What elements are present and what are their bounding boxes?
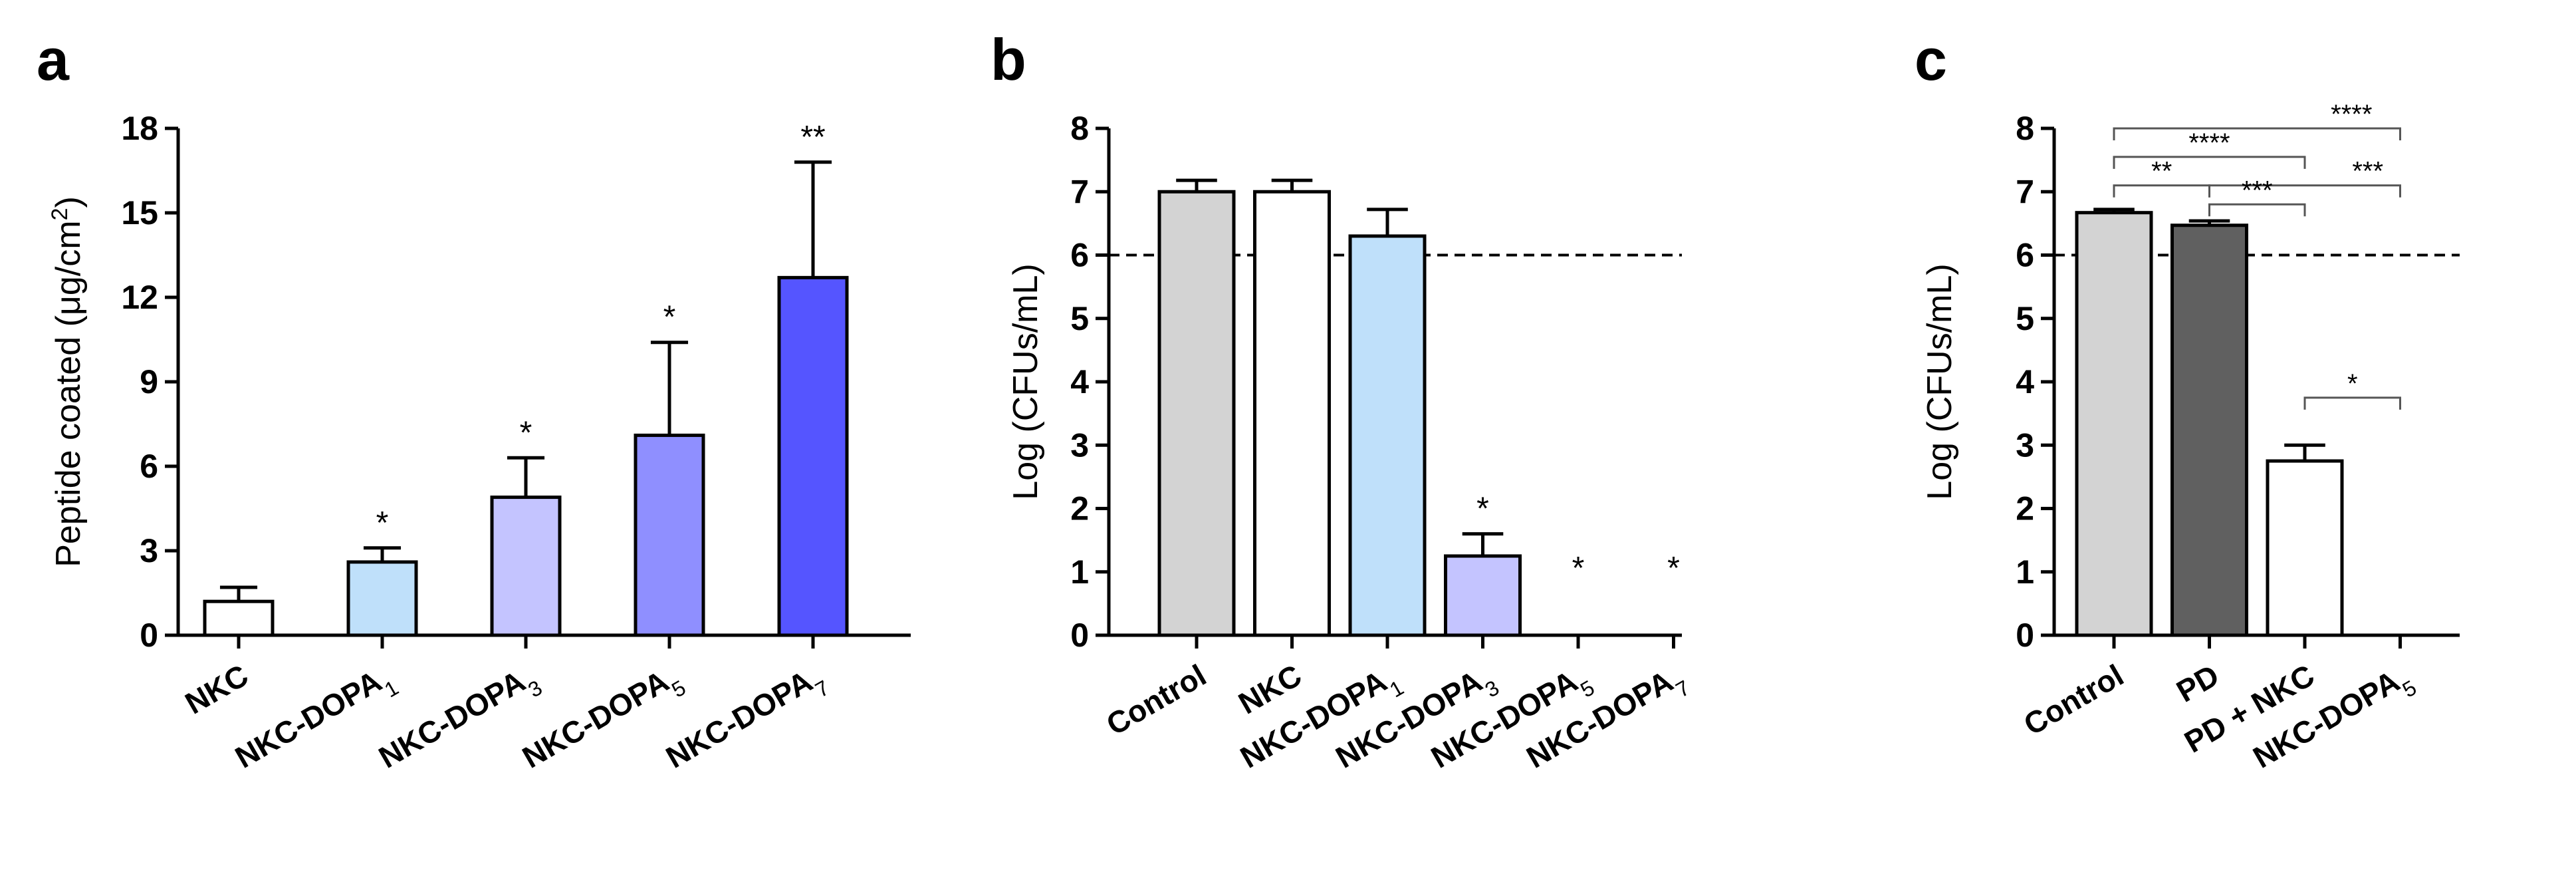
x-tick-label: NKC-DOPA5 bbox=[517, 658, 690, 784]
y-tick-label: 5 bbox=[2016, 300, 2034, 337]
x-tick-label-base: NKC-DOPA bbox=[373, 664, 531, 775]
bar bbox=[2170, 223, 2248, 637]
y-tick-label: 2 bbox=[1070, 490, 1089, 527]
bar bbox=[203, 599, 275, 637]
bracket-label: *** bbox=[2242, 176, 2273, 205]
y-tick-label: 1 bbox=[2016, 553, 2034, 591]
significance-bracket bbox=[2113, 184, 2210, 198]
x-tick-label-base: NKC-DOPA bbox=[517, 664, 675, 775]
y-tick-label: 3 bbox=[140, 532, 158, 569]
significance-bracket bbox=[2113, 127, 2401, 140]
significance-bracket bbox=[2113, 156, 2306, 169]
x-tick-label: Control bbox=[2018, 658, 2129, 742]
y-tick-label: 6 bbox=[1070, 237, 1089, 274]
x-tick-label: NKC-DOPA7 bbox=[660, 658, 834, 784]
bar bbox=[2266, 459, 2344, 637]
y-tick-label: 0 bbox=[1070, 617, 1089, 654]
y-tick-label: 9 bbox=[140, 363, 158, 400]
bar bbox=[1157, 190, 1236, 637]
y-axis-title-close: ) bbox=[49, 196, 88, 208]
bar bbox=[634, 433, 705, 637]
x-tick-label: NKC-DOPA3 bbox=[373, 658, 546, 784]
y-tick-label: 3 bbox=[1070, 426, 1089, 464]
significance-bracket bbox=[2303, 396, 2401, 410]
y-tick-label: 8 bbox=[1070, 110, 1089, 147]
panel-letter: c bbox=[1915, 27, 1947, 92]
bracket-label: * bbox=[2347, 369, 2358, 398]
y-tick-label: 15 bbox=[121, 194, 158, 231]
y-axis-title-exponent: 2 bbox=[47, 208, 72, 221]
y-tick-label: 2 bbox=[2016, 490, 2034, 527]
x-tick-label-base: NKC-DOPA bbox=[660, 664, 818, 775]
x-tick-label: PD bbox=[2170, 658, 2224, 709]
significance-bracket bbox=[2208, 184, 2401, 198]
x-tick-label: NKC-DOPA1 bbox=[229, 658, 403, 784]
x-tick-label: Control bbox=[1100, 658, 1212, 742]
bar bbox=[1348, 234, 1427, 637]
y-tick-label: 5 bbox=[1070, 300, 1089, 337]
x-tick-label: NKC bbox=[179, 658, 254, 721]
y-tick-label: 0 bbox=[2016, 617, 2034, 654]
y-axis-title-text: Log (CFUs/mL) bbox=[1006, 263, 1045, 500]
x-tick-label-base: NKC bbox=[179, 658, 254, 721]
y-tick-label: 6 bbox=[140, 448, 158, 485]
y-axis-title: Log (CFUs/mL) bbox=[1921, 263, 1959, 500]
bracket-label: ** bbox=[2151, 157, 2172, 186]
bar bbox=[2075, 211, 2153, 637]
y-tick-label: 6 bbox=[2016, 237, 2034, 274]
bar bbox=[1253, 190, 1331, 637]
y-tick-label: 7 bbox=[1070, 173, 1089, 210]
significance-label: * bbox=[1572, 551, 1585, 586]
significance-label: * bbox=[520, 415, 532, 450]
y-tick-label: 8 bbox=[2016, 110, 2034, 147]
significance-label: ** bbox=[800, 120, 825, 155]
y-tick-label: 3 bbox=[2016, 426, 2034, 464]
y-tick-label: 4 bbox=[1070, 363, 1089, 400]
x-tick-label-base: NKC-DOPA bbox=[229, 664, 388, 775]
bar bbox=[777, 275, 849, 637]
significance-label: * bbox=[1476, 492, 1489, 527]
y-tick-label: 1 bbox=[1070, 553, 1089, 591]
bar bbox=[346, 560, 418, 637]
bracket-label: **** bbox=[2331, 100, 2372, 129]
y-axis-title: Log (CFUs/mL) bbox=[1006, 263, 1045, 500]
bar bbox=[1444, 554, 1522, 637]
y-tick-label: 12 bbox=[121, 279, 158, 316]
panel-letter: a bbox=[37, 27, 70, 92]
significance-label: * bbox=[1667, 551, 1680, 586]
y-axis-title-main: Peptide coated ( bbox=[49, 315, 88, 567]
y-axis-title-text: Log (CFUs/mL) bbox=[1921, 263, 1959, 500]
y-tick-label: 0 bbox=[140, 617, 158, 654]
y-tick-label: 4 bbox=[2016, 363, 2034, 400]
bar bbox=[490, 496, 562, 637]
y-tick-label: 18 bbox=[121, 110, 158, 147]
y-axis-title: Peptide coated (μg/cm2) bbox=[47, 196, 88, 567]
panel-letter: b bbox=[991, 27, 1026, 92]
y-axis-title-unit: μg/cm bbox=[49, 220, 88, 315]
x-tick-label-base: PD bbox=[2170, 658, 2224, 709]
bracket-label: **** bbox=[2188, 128, 2230, 158]
x-tick-label-base: Control bbox=[2018, 658, 2129, 742]
bracket-label: *** bbox=[2352, 157, 2383, 186]
y-tick-label: 7 bbox=[2016, 173, 2034, 210]
significance-bracket bbox=[2208, 203, 2306, 217]
significance-label: * bbox=[663, 300, 676, 335]
significance-label: * bbox=[376, 506, 389, 541]
x-tick-label-base: Control bbox=[1100, 658, 1212, 742]
